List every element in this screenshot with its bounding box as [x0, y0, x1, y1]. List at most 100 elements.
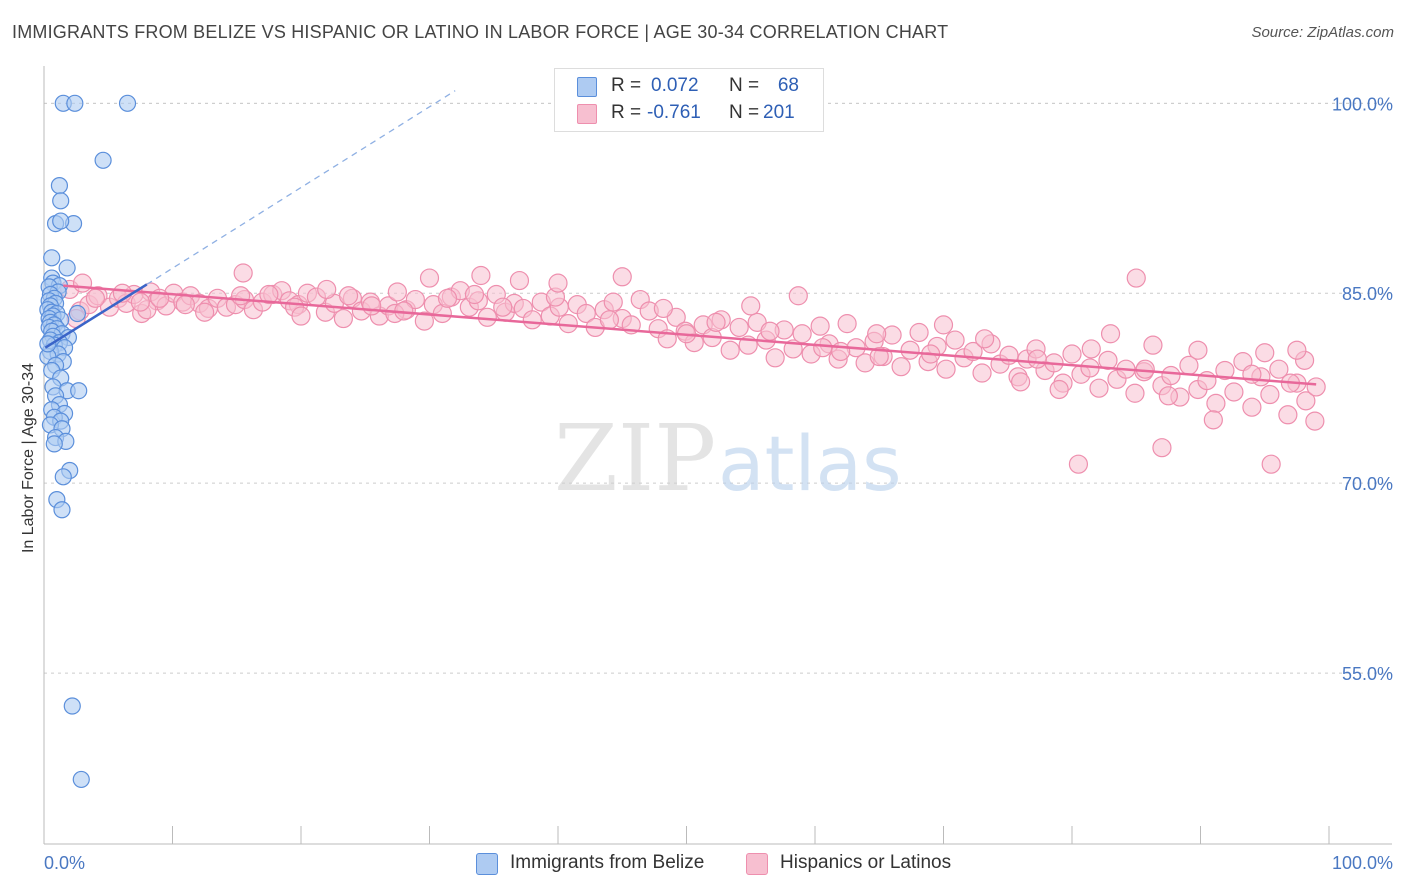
hispanic-point — [891, 357, 911, 377]
hispanic-point — [760, 321, 780, 341]
bottom-legend-label-belize: Immigrants from Belize — [510, 852, 705, 873]
hispanic-point — [1306, 377, 1326, 397]
hispanic-point — [1269, 359, 1289, 379]
y-tick-label: 70.0% — [1342, 474, 1393, 494]
hispanic-point — [1143, 335, 1163, 355]
hispanic-point — [909, 322, 929, 343]
hispanic-point — [1287, 340, 1307, 360]
belize-point — [66, 94, 84, 112]
legend-swatch-belize — [577, 77, 597, 97]
legend-r-value: -0.761 — [647, 102, 701, 123]
chart-source: Source: ZipAtlas.com — [1251, 24, 1394, 41]
y-tick-label: 100.0% — [1332, 94, 1393, 114]
belize-point — [45, 435, 63, 453]
hispanic-point — [1089, 378, 1109, 398]
legend-n-value: 201 — [763, 102, 795, 123]
hispanic-point — [522, 310, 542, 330]
belize-point — [39, 335, 57, 353]
hispanic-point — [477, 307, 497, 327]
trend-lines — [44, 90, 1317, 386]
y-tick-label: 85.0% — [1342, 284, 1393, 304]
legend: R = 0.072 N = 68 R = -0.761 N = 201 — [554, 68, 824, 132]
watermark: ZIP atlas — [554, 405, 902, 512]
hispanic-point — [1027, 349, 1047, 369]
legend-r-label: R = — [611, 75, 642, 96]
hispanic-point — [1062, 344, 1082, 364]
legend-n-label: N = — [729, 75, 760, 96]
hispanic-point — [493, 297, 513, 317]
bottom-legend-label-hispanic: Hispanics or Latinos — [780, 852, 952, 873]
belize-point — [68, 304, 87, 323]
hispanic-point — [1126, 268, 1146, 288]
hispanic-point — [1260, 384, 1280, 405]
hispanic-point — [464, 284, 485, 305]
hispanic-point — [741, 296, 761, 316]
hispanic-point — [1278, 405, 1298, 425]
hispanic-point — [603, 292, 623, 312]
hispanic-point — [509, 270, 530, 291]
hispanic-point — [1224, 382, 1244, 402]
chart-title: IMMIGRANTS FROM BELIZE VS HISPANIC OR LA… — [12, 22, 949, 42]
hispanic-point — [867, 324, 887, 344]
hispanic-point — [548, 273, 568, 293]
x-tick-label: 100.0% — [1332, 853, 1393, 873]
hispanic-point — [788, 286, 808, 306]
hispanic-point — [333, 308, 354, 329]
legend-swatch-hispanic — [577, 104, 597, 124]
hispanic-point — [471, 265, 491, 286]
legend-n-value: 68 — [777, 75, 799, 96]
hispanic-point — [1152, 438, 1172, 458]
hispanic-point — [1188, 340, 1208, 360]
hispanic-point — [259, 284, 279, 305]
hispanic-point — [1100, 324, 1121, 344]
hispanic-point — [720, 340, 740, 360]
hispanic-point — [437, 288, 458, 308]
hispanic-point — [1215, 360, 1235, 381]
hispanic-point — [195, 302, 215, 322]
belize-point — [43, 249, 61, 267]
hispanic-point — [1242, 397, 1262, 417]
hispanic-point — [1068, 454, 1089, 474]
hispanic-point — [362, 296, 382, 316]
hispanic-point — [576, 303, 596, 324]
hispanic-point — [291, 306, 311, 326]
hispanic-point — [1255, 343, 1275, 363]
hispanic-point — [72, 273, 93, 293]
hispanic-point — [900, 340, 920, 360]
hispanic-point — [414, 311, 434, 331]
hispanic-point — [1125, 383, 1145, 403]
hispanic-point — [1098, 350, 1118, 370]
belize-point — [58, 259, 76, 277]
hispanic-point — [1296, 391, 1316, 411]
y-axis-title: In Labor Force | Age 30-34 — [20, 363, 37, 553]
hispanic-point — [231, 286, 251, 306]
bottom-legend-swatch-hispanic — [746, 853, 768, 875]
x-tick-label: 0.0% — [44, 853, 85, 873]
y-tick-label: 55.0% — [1342, 664, 1393, 684]
belize-trend-line — [44, 283, 148, 349]
hispanic-trend-line — [63, 284, 1317, 386]
hispanic-point — [419, 268, 440, 288]
hispanic-point — [706, 312, 726, 332]
belize-point — [52, 192, 70, 210]
hispanic-point — [936, 359, 956, 379]
hispanic-point — [405, 289, 425, 310]
hispanic-point — [933, 315, 954, 335]
legend-r-label: R = — [611, 102, 642, 123]
belize-points — [39, 94, 137, 789]
hispanic-point — [612, 267, 632, 287]
hispanic-point — [972, 363, 992, 383]
hispanic-point — [1206, 393, 1226, 413]
hispanic-point — [765, 348, 785, 368]
tick-labels: 55.0% 70.0% 85.0% 100.0% 0.0% 100.0% — [44, 94, 1393, 873]
hispanic-point — [1049, 379, 1069, 400]
hispanic-point — [558, 314, 578, 334]
hispanic-point — [1305, 411, 1325, 431]
hispanic-point — [317, 279, 337, 300]
hispanic-point — [85, 288, 106, 308]
hispanic-point — [653, 298, 673, 319]
hispanic-point — [810, 316, 830, 336]
watermark-zip: ZIP — [554, 405, 716, 512]
belize-point — [52, 212, 70, 230]
